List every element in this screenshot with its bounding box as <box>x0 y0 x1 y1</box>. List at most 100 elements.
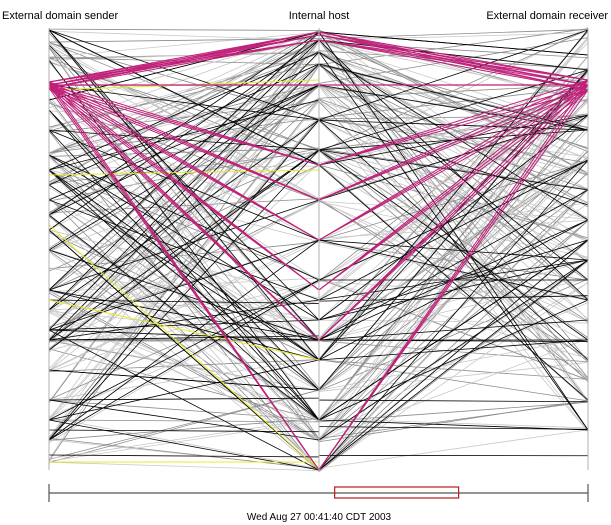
sender-to-host-link <box>48 461 320 472</box>
host-to-receiver-link <box>318 63 589 281</box>
sender-to-host-link <box>48 87 320 341</box>
sender-to-host-link <box>48 41 320 152</box>
sender-to-host-link <box>48 420 320 462</box>
host-to-receiver-link <box>318 189 589 341</box>
host-to-receiver-link <box>318 164 589 401</box>
host-to-receiver-link <box>318 64 589 263</box>
host-to-receiver-link <box>318 114 589 242</box>
sender-to-host-link <box>48 151 320 372</box>
host-to-receiver-link <box>318 401 589 439</box>
sender-to-host-link <box>48 52 320 154</box>
host-to-receiver-link <box>318 86 589 119</box>
sender-to-host-link <box>48 418 320 441</box>
sender-to-host-link <box>48 84 320 231</box>
host-to-receiver-link <box>318 159 589 281</box>
sender-to-host-link <box>48 53 320 311</box>
timestamp-label: Wed Aug 27 00:41:40 CDT 2003 <box>246 512 392 523</box>
sender-to-host-link <box>48 87 320 166</box>
host-to-receiver-link <box>318 278 589 342</box>
host-to-receiver-link <box>318 31 589 431</box>
sender-to-host-link <box>48 38 320 43</box>
sender-to-host-link <box>48 437 320 470</box>
host-to-receiver-link <box>318 159 589 301</box>
host-to-receiver-link <box>318 172 589 422</box>
host-to-receiver-link <box>318 126 589 389</box>
host-to-receiver-link <box>318 113 589 440</box>
sender-to-host-link <box>48 199 320 343</box>
host-to-receiver-link <box>318 118 589 379</box>
host-to-receiver-link <box>318 84 589 291</box>
sender-to-host-link <box>48 29 320 121</box>
sender-to-host-link <box>48 169 320 361</box>
internal-host-axis-label: Internal host <box>288 10 350 22</box>
host-to-receiver-link <box>318 157 589 421</box>
sender-to-host-link <box>48 42 320 201</box>
host-to-receiver-link <box>318 239 589 471</box>
host-to-receiver-link <box>318 84 589 341</box>
sender-to-host-link <box>48 399 320 441</box>
sender-to-host-link <box>48 429 320 433</box>
host-to-receiver-link <box>318 51 589 431</box>
sender-to-host-link <box>48 96 320 362</box>
host-to-receiver-link <box>318 338 589 442</box>
host-to-receiver-link <box>318 79 589 471</box>
sender-to-host-link <box>48 118 320 419</box>
host-to-receiver-link <box>318 40 589 403</box>
sender-to-host-link <box>48 81 320 471</box>
sender-to-host-link <box>48 299 320 361</box>
sender-axis-label: External domain sender <box>2 10 119 22</box>
sender-to-host-link <box>48 359 320 373</box>
sender-to-host-link <box>48 399 320 421</box>
host-to-receiver-link <box>318 239 589 421</box>
sender-to-host-link <box>48 169 320 176</box>
host-to-receiver-link <box>318 278 589 359</box>
sender-to-host-link <box>48 39 320 231</box>
host-to-receiver-link <box>318 202 589 242</box>
host-to-receiver-link <box>318 339 589 342</box>
sender-to-host-link <box>48 65 320 372</box>
host-to-receiver-link <box>318 50 589 160</box>
host-to-receiver-link <box>318 39 589 321</box>
sender-to-host-link <box>48 34 320 83</box>
sender-to-host-link <box>48 63 320 341</box>
sender-to-host-link <box>48 418 320 459</box>
host-to-receiver-link <box>318 85 589 128</box>
sender-to-host-link <box>48 231 320 342</box>
sender-to-host-link <box>48 397 320 401</box>
sender-to-host-link <box>48 335 320 341</box>
host-to-receiver-link <box>318 89 589 201</box>
host-to-receiver-link <box>318 79 589 341</box>
sender-to-host-link <box>48 81 320 291</box>
timeline[interactable] <box>0 478 611 508</box>
host-to-receiver-link <box>318 151 589 259</box>
sender-to-host-link <box>48 154 320 281</box>
host-to-receiver-link <box>318 29 589 153</box>
host-to-receiver-link <box>318 89 589 471</box>
host-to-receiver-link <box>318 30 589 175</box>
sender-to-host-link <box>48 417 320 470</box>
sender-to-host-link <box>48 28 320 31</box>
time-window-selector[interactable] <box>334 486 460 499</box>
host-to-receiver-link <box>318 84 589 421</box>
sender-to-host-link <box>48 81 320 201</box>
parallel-coordinates-plot[interactable] <box>0 0 611 480</box>
host-to-receiver-link <box>318 359 589 402</box>
host-to-receiver-link <box>318 336 589 391</box>
sender-to-host-link <box>48 165 320 312</box>
host-to-receiver-link <box>318 84 589 201</box>
host-to-receiver-link <box>318 220 589 470</box>
host-to-receiver-link <box>318 69 589 151</box>
sender-to-host-link <box>48 162 320 421</box>
host-to-receiver-link <box>318 159 589 471</box>
host-to-receiver-link <box>318 84 589 99</box>
sender-to-host-link <box>48 46 320 361</box>
sender-to-host-link <box>48 147 320 157</box>
sender-to-host-link <box>48 291 320 321</box>
host-to-receiver-link <box>318 32 589 41</box>
sender-to-host-link <box>48 87 320 291</box>
sender-to-host-link <box>48 154 320 321</box>
sender-to-host-link <box>48 81 320 241</box>
host-to-receiver-link <box>318 429 589 469</box>
host-to-receiver-link <box>318 97 589 391</box>
host-to-receiver-link <box>318 84 589 131</box>
